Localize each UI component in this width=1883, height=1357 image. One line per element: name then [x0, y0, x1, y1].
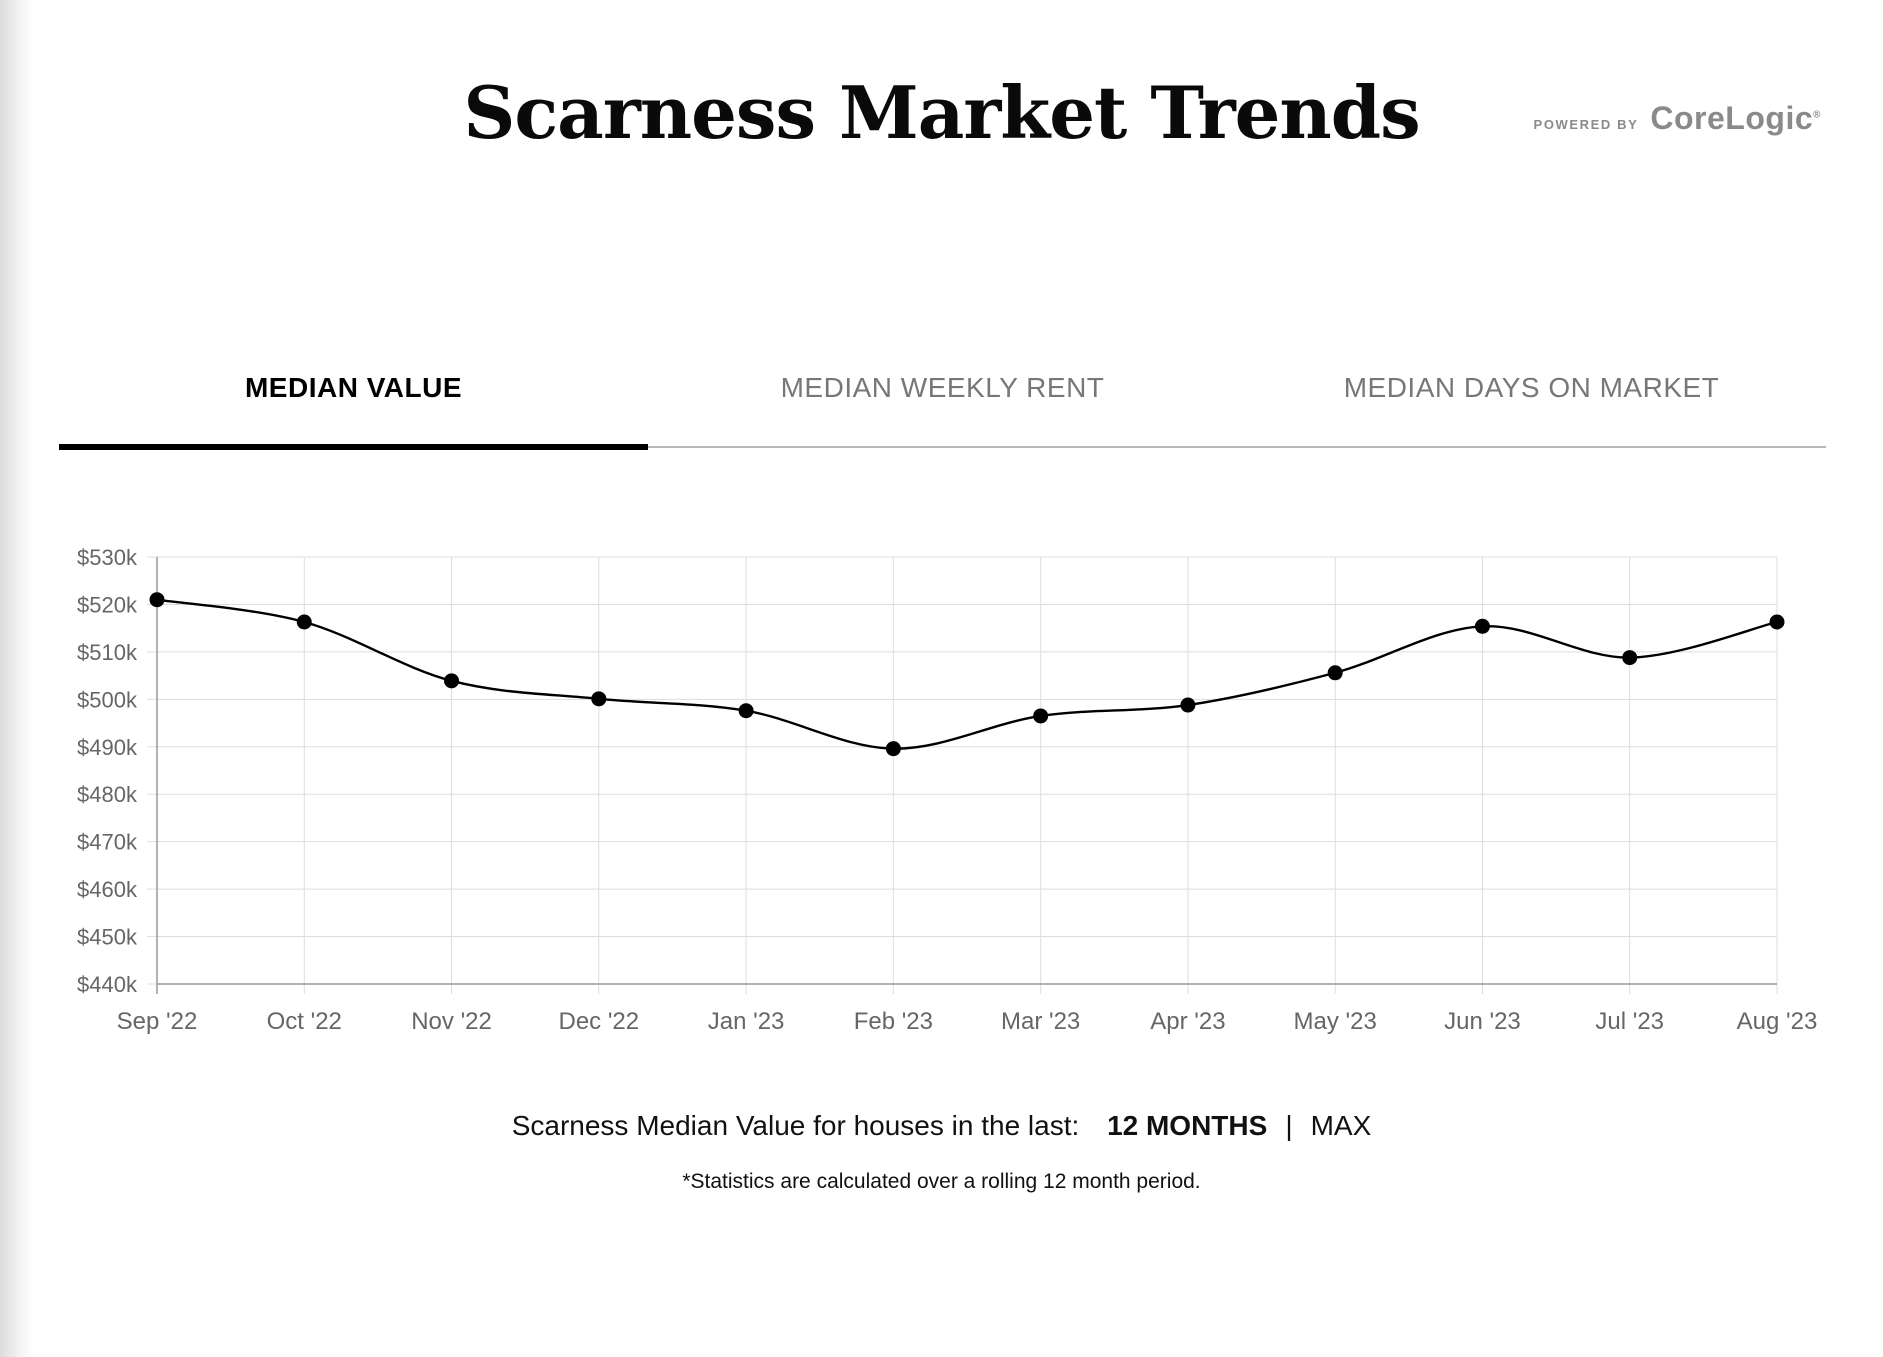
data-point[interactable]	[1622, 650, 1638, 666]
option-12-months[interactable]: 12 MONTHS	[1107, 1110, 1268, 1141]
x-axis-ticks: Sep '22 Oct '22 Nov '22 Dec '22 Jan '23 Feb '…	[117, 1008, 1818, 1035]
y-tick-label: $490k	[77, 735, 138, 760]
x-tick-label: Nov '22	[411, 1008, 492, 1035]
data-point[interactable]	[1180, 697, 1196, 713]
x-tick-label: Feb '23	[854, 1008, 933, 1035]
data-point[interactable]	[885, 741, 901, 757]
page-title: Scarness Market Trends	[463, 70, 1420, 155]
x-tick-label: Jul '23	[1595, 1008, 1664, 1035]
x-tick-label: Dec '22	[559, 1008, 640, 1035]
corelogic-brand-text: CoreLogic	[1650, 100, 1814, 136]
registered-mark: ®	[1813, 109, 1821, 121]
data-points	[149, 592, 1785, 757]
data-point[interactable]	[1474, 618, 1490, 634]
y-tick-label: $470k	[77, 830, 138, 855]
x-tick-label: Apr '23	[1150, 1008, 1225, 1035]
x-tick-label: Aug '23	[1737, 1008, 1818, 1035]
tab-median-weekly-rent[interactable]: MEDIAN WEEKLY RENT	[780, 372, 1105, 403]
period-selector: Scarness Median Value for houses in the …	[0, 1110, 1883, 1142]
y-axis-ticks: $530k $520k $510k $500k $490k $480k $470k $460k…	[77, 545, 138, 997]
x-tick-label: Jan '23	[708, 1008, 785, 1035]
y-tick-label: $500k	[77, 687, 138, 712]
x-tick-label: Mar '23	[1001, 1008, 1080, 1035]
data-point[interactable]	[444, 673, 460, 689]
data-point[interactable]	[149, 592, 165, 608]
data-point[interactable]	[591, 691, 607, 707]
powered-by-logo: POWERED BY CoreLogic®	[1534, 100, 1821, 137]
data-point[interactable]	[1769, 614, 1785, 630]
corelogic-logo: CoreLogic®	[1650, 100, 1821, 137]
median-value-chart: $530k $520k $510k $500k $490k $480k $470k $460k…	[77, 545, 1818, 1035]
x-tick-label: Oct '22	[267, 1008, 342, 1035]
x-tick-label: Jun '23	[1444, 1008, 1521, 1035]
median-value-line	[156, 598, 1778, 750]
tab-median-value[interactable]: MEDIAN VALUE	[59, 350, 648, 450]
option-separator: |	[1285, 1110, 1293, 1141]
y-tick-label: $440k	[77, 972, 138, 997]
x-tick-label: May '23	[1294, 1008, 1377, 1035]
x-tick-label: Sep '22	[117, 1008, 198, 1035]
y-tick-label: $530k	[77, 545, 138, 570]
data-point[interactable]	[296, 614, 312, 630]
period-selector-label: Scarness Median Value for houses in the …	[511, 1110, 1080, 1141]
powered-by-text: POWERED BY	[1533, 117, 1639, 132]
data-point[interactable]	[738, 703, 754, 719]
data-point[interactable]	[1033, 708, 1049, 724]
statistics-footnote: *Statistics are calculated over a rollin…	[682, 1170, 1201, 1193]
option-max[interactable]: MAX	[1310, 1110, 1372, 1141]
data-point[interactable]	[1327, 665, 1343, 681]
chart-axes	[156, 557, 1777, 994]
y-tick-label: $460k	[77, 877, 138, 902]
y-tick-label: $510k	[77, 640, 138, 665]
y-tick-label: $520k	[77, 592, 138, 617]
left-edge-shadow	[0, 0, 34, 1357]
chart-grid	[147, 556, 1778, 994]
y-tick-label: $480k	[77, 782, 138, 807]
tab-median-days-on-market[interactable]: MEDIAN DAYS ON MARKET	[1343, 372, 1720, 403]
y-tick-label: $450k	[77, 925, 138, 950]
metric-tabs: MEDIAN VALUE MEDIAN WEEKLY RENT MEDIAN D…	[59, 350, 1826, 450]
